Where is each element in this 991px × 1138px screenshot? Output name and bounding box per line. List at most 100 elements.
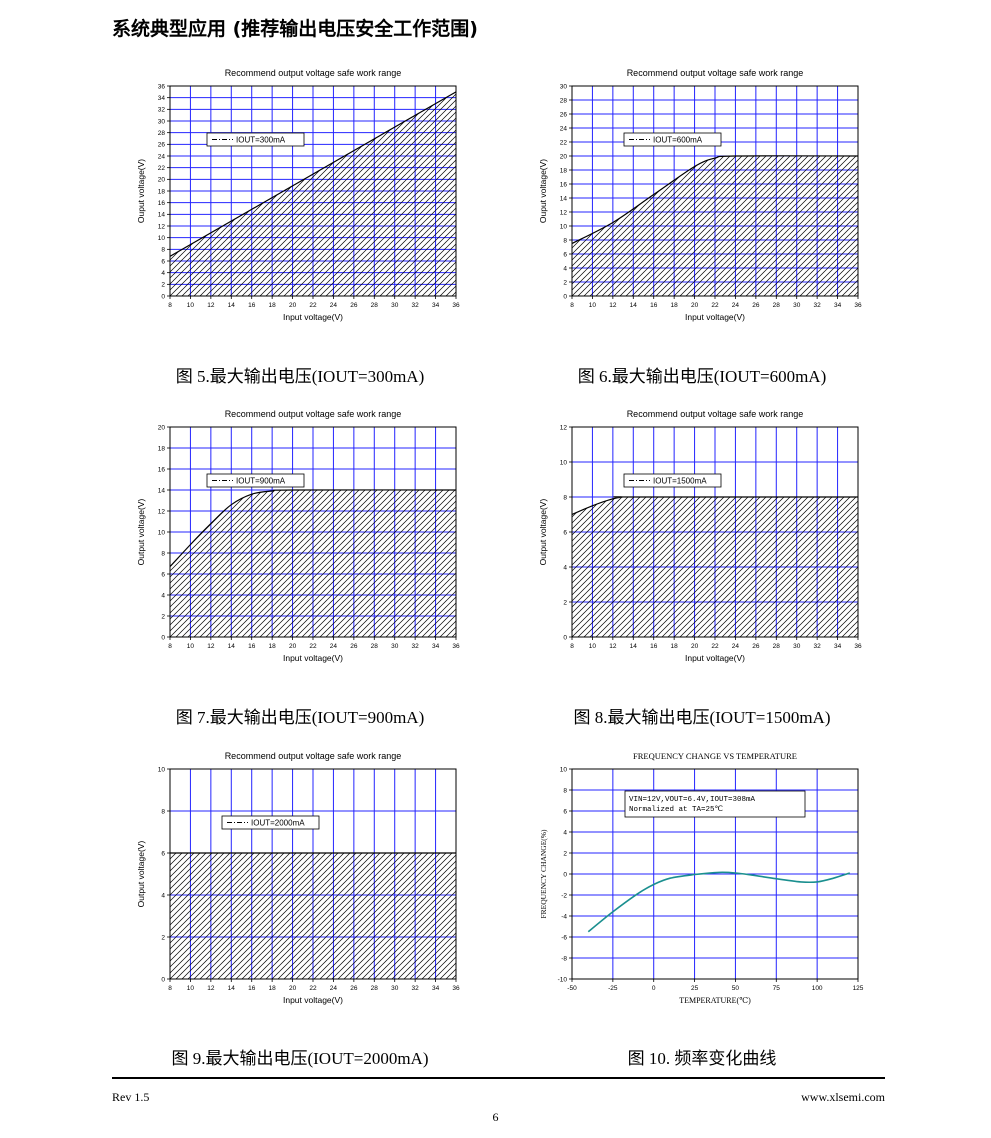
chart-frequency-vs-temperature: FREQUENCY CHANGE VS TEMPERATURE-50 -25 0 25… xyxy=(539,751,864,1005)
y-tick-label: 8 xyxy=(161,808,165,815)
x-tick-label: 12 xyxy=(609,643,617,650)
x-tick-label: 10 xyxy=(187,985,195,992)
x-tick-label: 22 xyxy=(309,302,317,309)
y-tick-label: 0 xyxy=(563,871,567,878)
x-tick-label: 30 xyxy=(391,643,399,650)
y-tick-label: 20 xyxy=(560,153,568,160)
y-axis-label: FREQUENCY CHANGE(%) xyxy=(539,829,548,919)
legend-label: IOUT=2000mA xyxy=(251,819,305,828)
x-tick-label: 10 xyxy=(187,302,195,309)
x-tick-label: 18 xyxy=(269,302,277,309)
y-tick-label: -10 xyxy=(558,976,568,983)
x-tick-label: 28 xyxy=(371,985,379,992)
y-tick-label: 28 xyxy=(560,97,568,104)
x-tick-label: 34 xyxy=(432,985,440,992)
figure-6-caption: 图 6.最大输出电压(IOUT=600mA) xyxy=(577,367,827,386)
y-tick-label: 22 xyxy=(158,165,166,172)
y-tick-label: 16 xyxy=(158,200,166,207)
y-tick-label: -8 xyxy=(561,955,567,962)
series-line xyxy=(587,871,851,933)
y-tick-label: 6 xyxy=(161,258,165,265)
figure-10-caption: 图 10. 频率变化曲线 xyxy=(627,1049,777,1068)
x-tick-label: 14 xyxy=(630,302,638,309)
series-line xyxy=(169,489,457,568)
website-link[interactable]: www.xlsemi.com xyxy=(801,1090,885,1104)
y-tick-label: 4 xyxy=(563,829,567,836)
y-tick-label: 4 xyxy=(161,592,165,599)
x-tick-label: 28 xyxy=(773,302,781,309)
safe-area-fill xyxy=(572,496,858,637)
y-tick-label: 14 xyxy=(560,195,568,202)
x-tick-label: 34 xyxy=(834,302,842,309)
y-tick-label: 10 xyxy=(560,766,568,773)
y-tick-label: 10 xyxy=(158,529,166,536)
chart-iout-2000ma: Recommend output voltage safe work range… xyxy=(136,751,460,1005)
legend-box xyxy=(624,790,806,818)
x-tick-label: 20 xyxy=(691,302,699,309)
x-tick-label: 16 xyxy=(650,302,658,309)
legend-box xyxy=(206,132,305,147)
x-tick-label: 18 xyxy=(671,302,679,309)
legend-label: Normalized at TA=25℃ xyxy=(629,805,724,814)
chart-title: Recommend output voltage safe work range xyxy=(225,751,402,761)
legend-label: IOUT=1500mA xyxy=(653,477,707,486)
x-tick-label: 36 xyxy=(452,302,460,309)
x-tick-label: 36 xyxy=(854,643,862,650)
safe-area-fill xyxy=(170,853,456,979)
x-tick-label: 22 xyxy=(309,985,317,992)
x-tick-label: 50 xyxy=(732,985,740,992)
x-tick-label: 32 xyxy=(412,985,420,992)
x-tick-label: 26 xyxy=(752,643,760,650)
x-tick-label: 16 xyxy=(248,302,256,309)
x-tick-label: 20 xyxy=(289,985,297,992)
y-tick-label: 26 xyxy=(560,111,568,118)
y-tick-label: 4 xyxy=(161,270,165,277)
figure-7-caption: 图 7.最大输出电压(IOUT=900mA) xyxy=(175,708,425,727)
y-tick-label: 4 xyxy=(563,265,567,272)
y-tick-label: 0 xyxy=(563,293,567,300)
y-tick-label: 28 xyxy=(158,130,166,137)
y-tick-label: 16 xyxy=(158,466,166,473)
x-tick-label: 8 xyxy=(570,302,574,309)
x-tick-label: 8 xyxy=(168,985,172,992)
x-tick-label: 75 xyxy=(773,985,781,992)
x-tick-label: 16 xyxy=(248,985,256,992)
x-tick-label: 20 xyxy=(289,643,297,650)
chart-title: FREQUENCY CHANGE VS TEMPERATURE xyxy=(633,751,797,761)
y-tick-label: 10 xyxy=(560,223,568,230)
legend-box xyxy=(623,473,722,488)
safe-area-fill xyxy=(170,489,456,637)
x-tick-label: 30 xyxy=(793,643,801,650)
x-tick-label: 10 xyxy=(187,643,195,650)
y-tick-label: 20 xyxy=(158,424,166,431)
footer-rule xyxy=(112,1077,885,1079)
y-tick-label: 12 xyxy=(158,223,166,230)
x-tick-label: 18 xyxy=(269,643,277,650)
chart-title: Recommend output voltage safe work range xyxy=(225,68,402,78)
x-tick-label: 22 xyxy=(309,643,317,650)
y-tick-label: 8 xyxy=(161,247,165,254)
y-tick-label: 14 xyxy=(158,487,166,494)
legend-box xyxy=(623,132,722,147)
legend-label: IOUT=600mA xyxy=(653,136,703,145)
x-tick-label: 26 xyxy=(350,643,358,650)
x-tick-label: 10 xyxy=(589,643,597,650)
x-tick-label: 0 xyxy=(652,985,656,992)
x-tick-label: 8 xyxy=(570,643,574,650)
y-tick-label: 0 xyxy=(161,976,165,983)
y-tick-label: 32 xyxy=(158,107,166,114)
revision-label: Rev 1.5 xyxy=(112,1090,150,1104)
y-tick-label: 22 xyxy=(560,139,568,146)
y-tick-label: 2 xyxy=(563,850,567,857)
y-tick-label: 8 xyxy=(161,550,165,557)
x-tick-label: 22 xyxy=(711,302,719,309)
x-tick-label: 20 xyxy=(691,643,699,650)
y-tick-label: -2 xyxy=(561,892,567,899)
section-title: 系统典型应用 (推荐输出电压安全工作范围) xyxy=(112,18,478,40)
x-tick-label: 12 xyxy=(609,302,617,309)
legend-label: IOUT=300mA xyxy=(236,136,286,145)
safe-area-fill xyxy=(170,91,456,296)
x-tick-label: 14 xyxy=(228,302,236,309)
x-tick-label: 14 xyxy=(228,985,236,992)
y-tick-label: 8 xyxy=(563,237,567,244)
